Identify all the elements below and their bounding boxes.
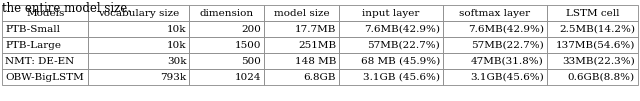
Text: 68 MB (45.9%): 68 MB (45.9%) xyxy=(361,56,440,66)
Bar xyxy=(88,69,189,85)
Text: 10k: 10k xyxy=(167,41,186,49)
Bar xyxy=(443,5,547,21)
Bar xyxy=(264,69,339,85)
Text: 3.1GB (45.6%): 3.1GB (45.6%) xyxy=(363,73,440,82)
Bar xyxy=(443,53,547,69)
Text: 137MB(54.6%): 137MB(54.6%) xyxy=(556,41,635,49)
Bar xyxy=(2,53,88,69)
Text: LSTM cell: LSTM cell xyxy=(566,8,619,17)
Text: 3.1GB(45.6%): 3.1GB(45.6%) xyxy=(470,73,544,82)
Bar xyxy=(264,53,339,69)
Text: 17.7MB: 17.7MB xyxy=(295,25,336,34)
Bar xyxy=(339,53,443,69)
Bar xyxy=(189,53,264,69)
Text: Models: Models xyxy=(26,8,65,17)
Text: softmax layer: softmax layer xyxy=(460,8,531,17)
Text: 793k: 793k xyxy=(160,73,186,82)
Text: 200: 200 xyxy=(241,25,261,34)
Bar xyxy=(2,5,88,21)
Text: 6.8GB: 6.8GB xyxy=(304,73,336,82)
Text: NMT: DE-EN: NMT: DE-EN xyxy=(5,56,74,66)
Bar xyxy=(339,69,443,85)
Text: vocabulary size: vocabulary size xyxy=(99,8,180,17)
Text: 30k: 30k xyxy=(167,56,186,66)
Bar xyxy=(547,53,638,69)
Text: 1024: 1024 xyxy=(235,73,261,82)
Bar xyxy=(189,37,264,53)
Text: 0.6GB(8.8%): 0.6GB(8.8%) xyxy=(568,73,635,82)
Text: 33MB(22.3%): 33MB(22.3%) xyxy=(563,56,635,66)
Text: 10k: 10k xyxy=(167,25,186,34)
Bar xyxy=(339,37,443,53)
Text: 1500: 1500 xyxy=(235,41,261,49)
Bar xyxy=(264,5,339,21)
Bar xyxy=(547,69,638,85)
Text: OBW-BigLSTM: OBW-BigLSTM xyxy=(5,73,84,82)
Text: 7.6MB(42.9%): 7.6MB(42.9%) xyxy=(364,25,440,34)
Bar xyxy=(189,5,264,21)
Bar xyxy=(2,69,88,85)
Bar xyxy=(547,5,638,21)
Bar xyxy=(443,21,547,37)
Text: 57MB(22.7%): 57MB(22.7%) xyxy=(471,41,544,49)
Text: PTB-Small: PTB-Small xyxy=(5,25,60,34)
Text: model size: model size xyxy=(274,8,330,17)
Bar xyxy=(443,37,547,53)
Text: dimension: dimension xyxy=(200,8,254,17)
Bar xyxy=(264,37,339,53)
Bar xyxy=(264,21,339,37)
Text: 57MB(22.7%): 57MB(22.7%) xyxy=(367,41,440,49)
Text: 47MB(31.8%): 47MB(31.8%) xyxy=(471,56,544,66)
Bar xyxy=(339,21,443,37)
Text: 148 MB: 148 MB xyxy=(295,56,336,66)
Text: 251MB: 251MB xyxy=(298,41,336,49)
Bar xyxy=(88,37,189,53)
Bar xyxy=(88,21,189,37)
Text: 2.5MB(14.2%): 2.5MB(14.2%) xyxy=(559,25,635,34)
Text: PTB-Large: PTB-Large xyxy=(5,41,61,49)
Text: 7.6MB(42.9%): 7.6MB(42.9%) xyxy=(468,25,544,34)
Bar xyxy=(547,21,638,37)
Text: 500: 500 xyxy=(241,56,261,66)
Bar xyxy=(443,69,547,85)
Bar xyxy=(339,5,443,21)
Bar xyxy=(2,21,88,37)
Bar xyxy=(88,53,189,69)
Bar xyxy=(189,21,264,37)
Bar xyxy=(2,37,88,53)
Bar xyxy=(189,69,264,85)
Text: the entire model size.: the entire model size. xyxy=(2,2,131,15)
Bar xyxy=(88,5,189,21)
Bar xyxy=(547,37,638,53)
Text: input layer: input layer xyxy=(362,8,420,17)
